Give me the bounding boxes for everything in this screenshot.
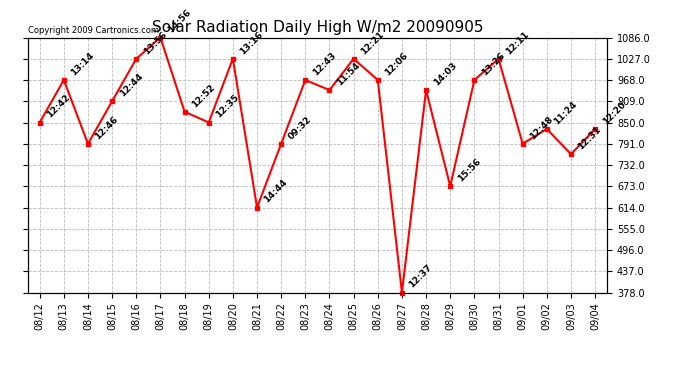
Text: 12:21: 12:21 <box>359 29 386 56</box>
Text: 14:03: 14:03 <box>432 61 458 87</box>
Text: 12:31: 12:31 <box>577 125 603 152</box>
Text: 14:56: 14:56 <box>166 8 193 35</box>
Text: 12:20: 12:20 <box>601 100 627 126</box>
Text: 13:26: 13:26 <box>480 51 506 77</box>
Text: 12:43: 12:43 <box>311 51 337 77</box>
Text: 11:54: 11:54 <box>335 61 362 87</box>
Text: 12:37: 12:37 <box>408 263 434 290</box>
Text: 11:24: 11:24 <box>553 99 579 126</box>
Text: 13:16: 13:16 <box>239 29 265 56</box>
Text: 12:42: 12:42 <box>46 93 72 120</box>
Text: 15:56: 15:56 <box>456 157 482 183</box>
Text: 12:11: 12:11 <box>504 29 531 56</box>
Text: 13:56: 13:56 <box>142 29 168 56</box>
Text: Copyright 2009 Cartronics.com: Copyright 2009 Cartronics.com <box>28 26 159 35</box>
Text: 09:32: 09:32 <box>287 114 313 141</box>
Text: 12:06: 12:06 <box>384 51 410 77</box>
Text: 12:48: 12:48 <box>529 114 555 141</box>
Title: Solar Radiation Daily High W/m2 20090905: Solar Radiation Daily High W/m2 20090905 <box>152 20 483 35</box>
Text: 12:44: 12:44 <box>118 72 144 99</box>
Text: 13:14: 13:14 <box>70 51 96 77</box>
Text: 12:46: 12:46 <box>94 114 120 141</box>
Text: 14:44: 14:44 <box>263 178 289 205</box>
Text: 12:35: 12:35 <box>215 93 241 120</box>
Text: 12:52: 12:52 <box>190 82 217 109</box>
